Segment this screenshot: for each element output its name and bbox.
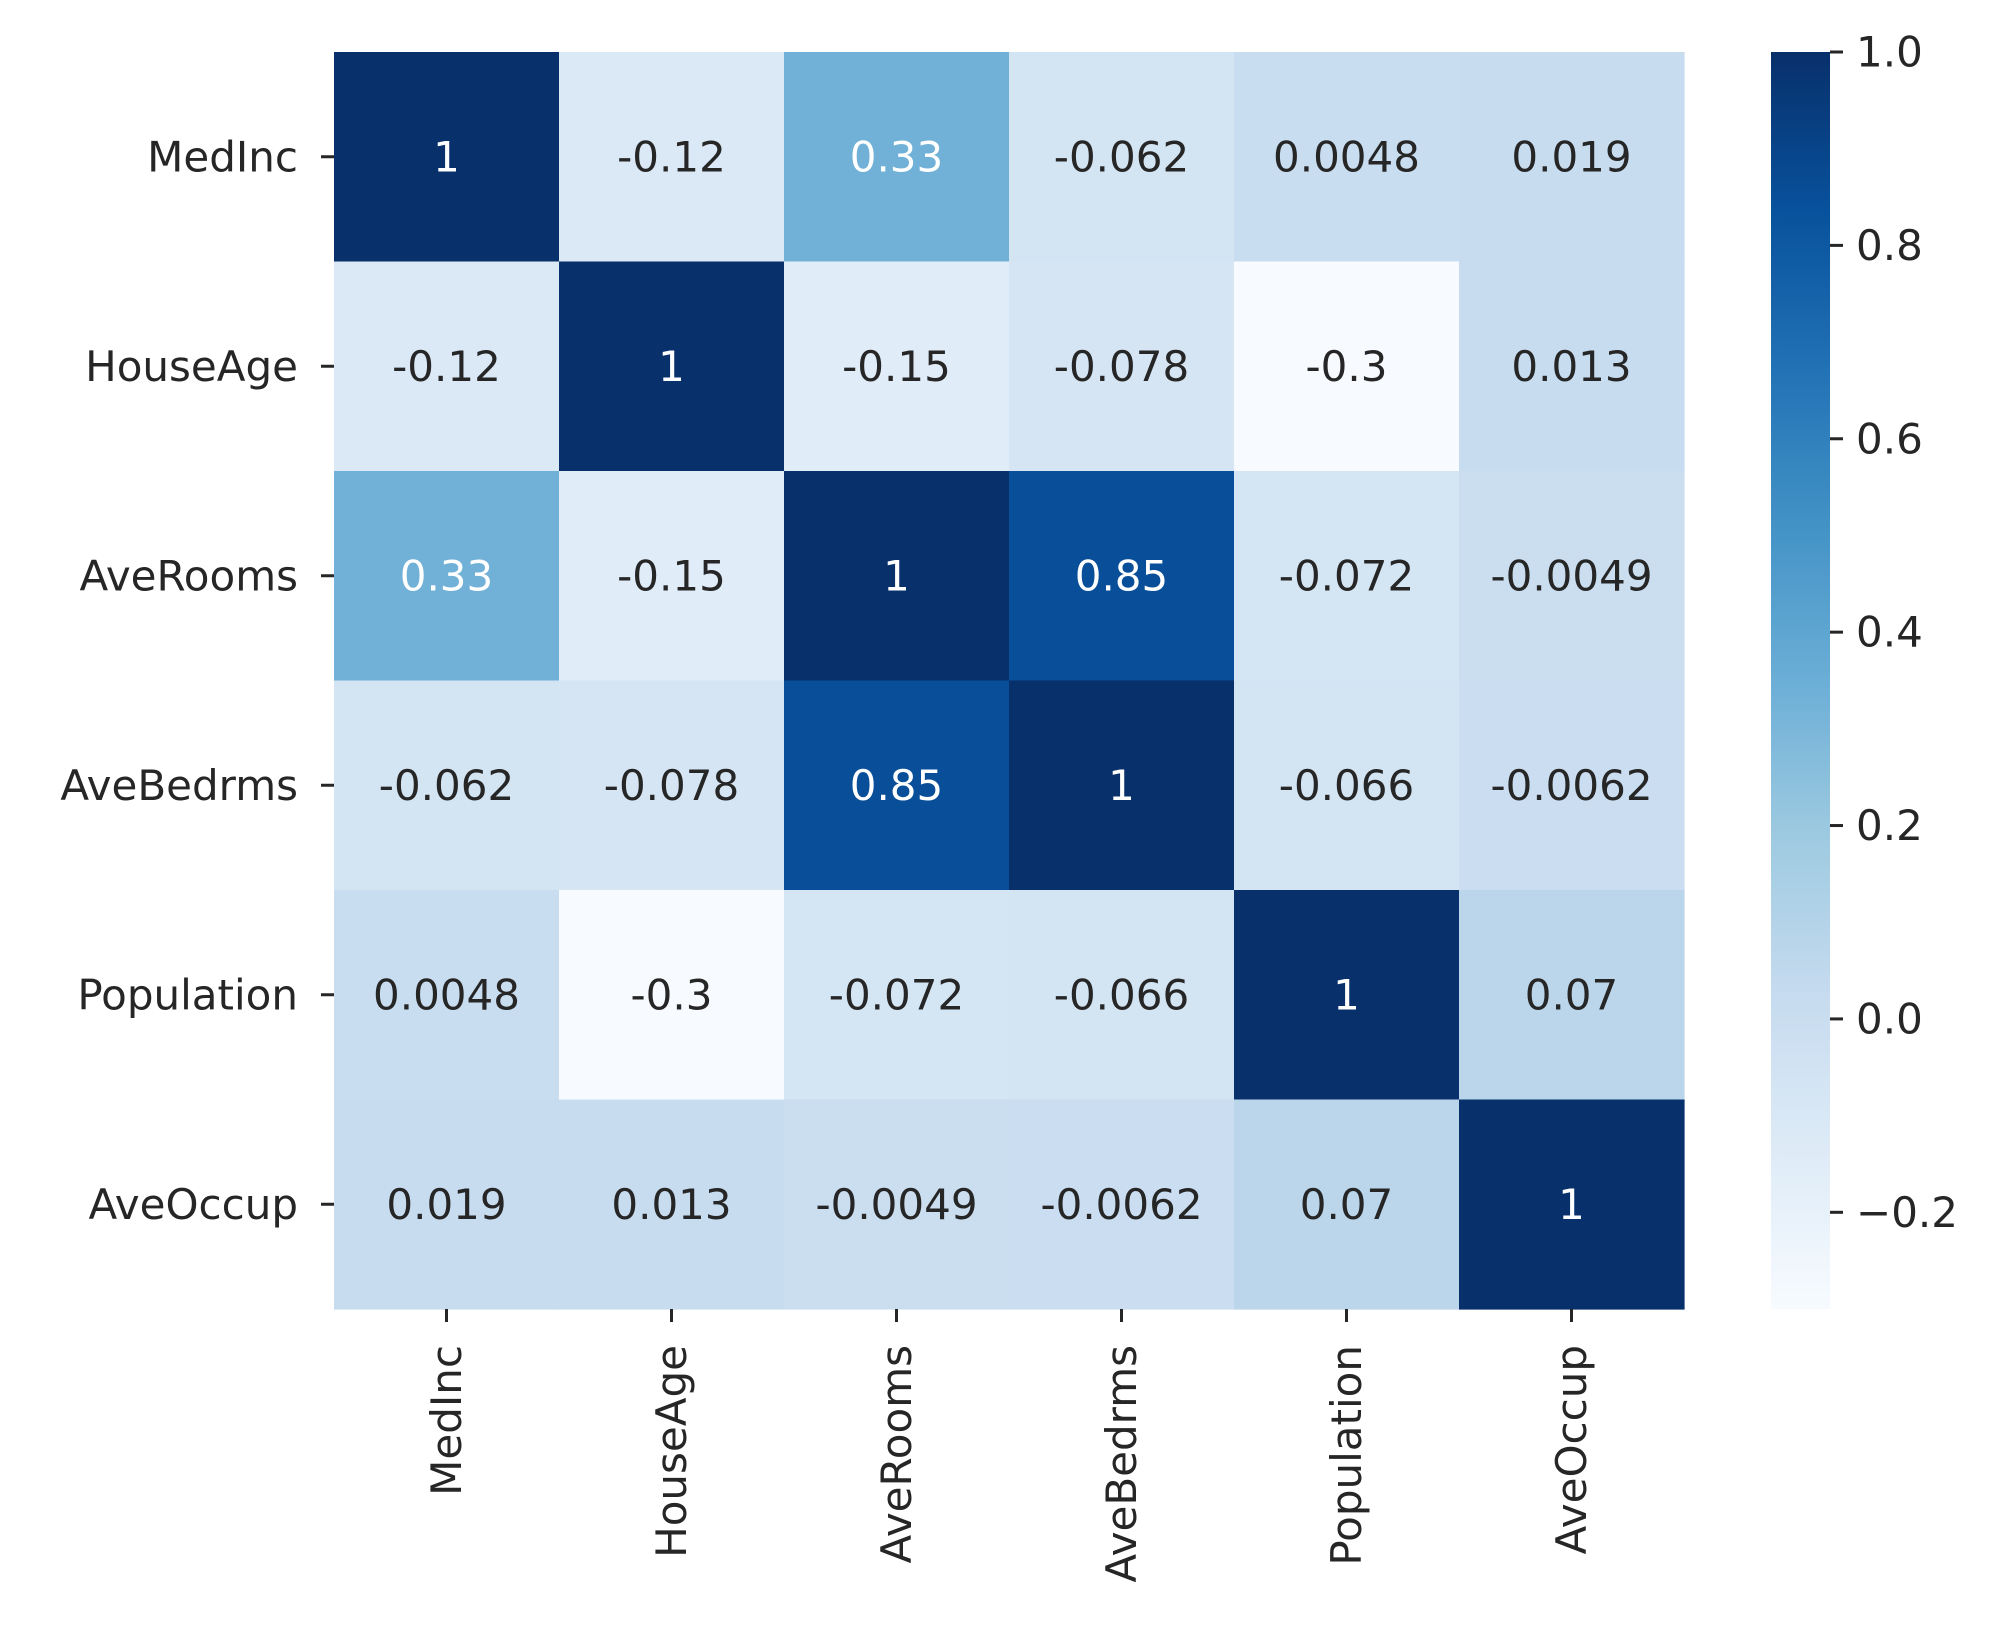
- heatmap-cell-2-1: [559, 471, 785, 682]
- heatmap-cell-1-3: [1009, 261, 1235, 472]
- cell-annotation-4-1: -0.3: [631, 970, 713, 1019]
- heatmap-cell-2-0: [334, 471, 560, 682]
- cell-annotation-0-2: 0.33: [850, 132, 944, 181]
- x-tick-label: Population: [1322, 1345, 1371, 1566]
- y-tick-label: HouseAge: [85, 342, 298, 391]
- colorbar-tick-label: 0.8: [1856, 221, 1923, 270]
- heatmap-cell-5-0: [334, 1099, 560, 1310]
- cell-annotation-2-3: 0.85: [1075, 551, 1169, 600]
- colorbar-tick-label: 0.6: [1856, 414, 1923, 463]
- cell-annotation-0-1: -0.12: [617, 132, 726, 181]
- x-tick-label: MedInc: [422, 1345, 471, 1496]
- cell-annotation-0-5: 0.019: [1511, 132, 1631, 181]
- colorbar-tick-label: 0.2: [1856, 801, 1923, 850]
- heatmap-cell-4-0: [334, 890, 560, 1101]
- cell-annotation-3-1: -0.078: [604, 761, 739, 810]
- cell-annotation-4-0: 0.0048: [373, 970, 520, 1019]
- heatmap-cell-4-3: [1009, 890, 1235, 1101]
- colorbar-scale: [1771, 52, 1830, 1309]
- heatmap-cell-5-3: [1009, 1099, 1235, 1310]
- heatmap-cell-0-1: [559, 52, 785, 263]
- cell-annotation-3-2: 0.85: [850, 761, 944, 810]
- colorbar-tick-label: 0.4: [1856, 608, 1923, 657]
- colorbar-ticks: −0.2 0.0 0.2 0.4 0.6 0.8 1.0: [1830, 28, 1958, 1237]
- heatmap-cell-3-5: [1459, 680, 1685, 891]
- cell-annotation-5-1: 0.013: [611, 1180, 731, 1229]
- heatmap-cell-4-1: [559, 890, 785, 1101]
- heatmap-cell-4-4: [1234, 890, 1460, 1101]
- heatmap-cell-3-4: [1234, 680, 1460, 891]
- cell-annotation-5-2: -0.0049: [815, 1180, 977, 1229]
- x-axis: MedInc HouseAge AveRooms AveBedrms Populatio…: [422, 1309, 1596, 1583]
- y-axis: MedInc HouseAge AveRooms AveBedrms Populatio…: [60, 132, 334, 1229]
- cell-annotation-1-5: 0.013: [1511, 342, 1631, 391]
- cell-annotation-1-3: -0.078: [1054, 342, 1189, 391]
- heatmap-cell-0-0: [334, 52, 560, 263]
- colorbar-tick-label: 0.0: [1856, 994, 1923, 1043]
- cell-annotation-4-5: 0.07: [1525, 970, 1619, 1019]
- cell-annotation-5-3: -0.0062: [1040, 1180, 1202, 1229]
- cell-annotation-3-4: -0.066: [1279, 761, 1414, 810]
- heatmap-cell-1-0: [334, 261, 560, 472]
- cell-annotation-4-3: -0.066: [1054, 970, 1189, 1019]
- heatmap-cell-0-3: [1009, 52, 1235, 263]
- cell-annotation-0-0: 1: [433, 132, 460, 181]
- cell-annotation-1-2: -0.15: [842, 342, 951, 391]
- y-tick-label: AveRooms: [80, 551, 298, 600]
- cell-annotation-4-4: 1: [1333, 970, 1360, 1019]
- cell-annotation-3-3: 1: [1108, 761, 1135, 810]
- cell-annotation-1-0: -0.12: [392, 342, 501, 391]
- heatmap-cell-4-5: [1459, 890, 1685, 1101]
- heatmap-cell-1-5: [1459, 261, 1685, 472]
- heatmap-cell-3-0: [334, 680, 560, 891]
- cell-annotation-0-3: -0.062: [1054, 132, 1189, 181]
- y-tick-label: AveBedrms: [60, 761, 298, 810]
- heatmap-cells: [334, 52, 1685, 1310]
- x-tick-label: AveRooms: [872, 1345, 921, 1563]
- colorbar: [1771, 52, 1830, 1309]
- colorbar-tick-label: −0.2: [1856, 1188, 1958, 1237]
- heatmap-cell-2-4: [1234, 471, 1460, 682]
- heatmap-cell-1-2: [784, 261, 1010, 472]
- heatmap-cell-3-1: [559, 680, 785, 891]
- heatmap-cell-5-5: [1459, 1099, 1685, 1310]
- heatmap-cell-0-5: [1459, 52, 1685, 263]
- heatmap-cell-5-2: [784, 1099, 1010, 1310]
- colorbar-tick-label: 1.0: [1856, 28, 1923, 77]
- heatmap-cell-4-2: [784, 890, 1010, 1101]
- cell-annotation-2-1: -0.15: [617, 551, 726, 600]
- cell-annotation-5-4: 0.07: [1300, 1180, 1394, 1229]
- heatmap-cell-0-4: [1234, 52, 1460, 263]
- y-tick-label: AveOccup: [89, 1180, 299, 1229]
- x-tick-label: HouseAge: [647, 1345, 696, 1558]
- heatmap-cell-1-1: [559, 261, 785, 472]
- cell-annotation-5-5: 1: [1558, 1180, 1585, 1229]
- cell-annotation-2-5: -0.0049: [1490, 551, 1652, 600]
- cell-annotation-3-5: -0.0062: [1490, 761, 1652, 810]
- cell-annotation-3-0: -0.062: [379, 761, 514, 810]
- cell-annotation-5-0: 0.019: [386, 1180, 506, 1229]
- cell-annotations: 1 -0.12 0.33 -0.062 0.0048 0.019 -0.12 1 -0.15 -0…: [373, 132, 1653, 1229]
- y-tick-label: MedInc: [147, 132, 298, 181]
- cell-annotation-2-4: -0.072: [1279, 551, 1414, 600]
- x-tick-label: AveOccup: [1547, 1345, 1596, 1555]
- heatmap-cell-5-4: [1234, 1099, 1460, 1310]
- cell-annotation-4-2: -0.072: [829, 970, 964, 1019]
- cell-annotation-2-2: 1: [883, 551, 910, 600]
- heatmap-cell-5-1: [559, 1099, 785, 1310]
- heatmap-cell-0-2: [784, 52, 1010, 263]
- heatmap-cell-2-5: [1459, 471, 1685, 682]
- heatmap-cell-2-3: [1009, 471, 1235, 682]
- cell-annotation-1-4: -0.3: [1306, 342, 1388, 391]
- cell-annotation-1-1: 1: [658, 342, 685, 391]
- y-tick-label: Population: [77, 970, 298, 1019]
- x-tick-label: AveBedrms: [1097, 1345, 1146, 1583]
- heatmap-cell-3-3: [1009, 680, 1235, 891]
- heatmap-cell-3-2: [784, 680, 1010, 891]
- cell-annotation-0-4: 0.0048: [1273, 132, 1420, 181]
- cell-annotation-2-0: 0.33: [400, 551, 494, 600]
- heatmap-cell-2-2: [784, 471, 1010, 682]
- heatmap-cell-1-4: [1234, 261, 1460, 472]
